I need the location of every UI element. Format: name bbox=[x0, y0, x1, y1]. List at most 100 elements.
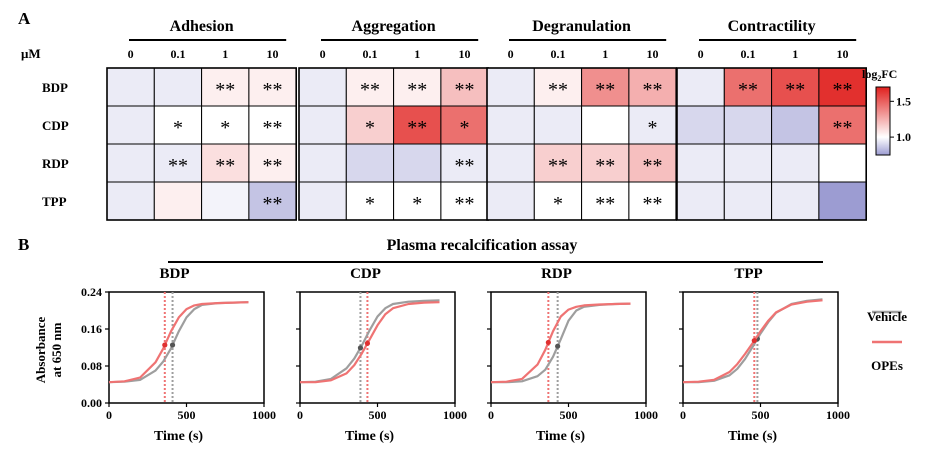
opes-curve bbox=[682, 299, 823, 384]
significance-mark: * bbox=[553, 193, 563, 215]
significance-mark: ** bbox=[833, 79, 853, 101]
line-panel: CDP 0 500 1000 Time (s) bbox=[296, 266, 467, 444]
concentration-label: 1 bbox=[792, 47, 798, 61]
y-tick-label: 0.16 bbox=[81, 322, 102, 336]
legend-vehicle-label: Vehicle bbox=[867, 309, 907, 324]
significance-mark: * bbox=[173, 117, 183, 139]
unit-label: μM bbox=[21, 46, 41, 61]
significance-mark: ** bbox=[455, 79, 475, 101]
significance-mark: ** bbox=[407, 117, 427, 139]
x-tick-label: 1000 bbox=[443, 408, 467, 422]
significance-mark: ** bbox=[360, 79, 380, 101]
opes-midpoint-dot bbox=[364, 340, 371, 346]
concentration-label: 0 bbox=[320, 47, 326, 61]
heatmap-cell bbox=[106, 181, 155, 221]
heatmap-cell bbox=[153, 181, 203, 221]
x-tick-label: 0 bbox=[680, 408, 686, 422]
x-tick-label: 1000 bbox=[826, 408, 850, 422]
heatmap-cell bbox=[153, 67, 203, 107]
heatmap-cell bbox=[486, 181, 535, 221]
colorbar: log2FC 1.5 1.0 bbox=[862, 67, 911, 156]
concentration-label: 0.1 bbox=[170, 47, 185, 61]
heatmap-cell bbox=[771, 181, 820, 221]
concentration-label: 0.1 bbox=[740, 47, 755, 61]
vehicle-midpoint-dot bbox=[169, 342, 176, 348]
group-title: Contractility bbox=[728, 18, 816, 35]
group-title: Degranulation bbox=[532, 18, 631, 35]
row-label: TPP bbox=[42, 194, 67, 209]
heatmap-cell bbox=[771, 143, 820, 183]
vehicle-curve bbox=[299, 299, 440, 384]
heatmap-cell bbox=[581, 143, 630, 183]
significance-mark: ** bbox=[643, 155, 663, 177]
significance-mark: ** bbox=[263, 117, 283, 139]
colorbar-title-sub: 2 bbox=[877, 74, 881, 83]
concentration-label: 0 bbox=[508, 47, 514, 61]
x-tick-label: 500 bbox=[560, 408, 578, 422]
concentration-label: 0 bbox=[698, 47, 704, 61]
significance-mark: ** bbox=[548, 79, 568, 101]
opes-midpoint-dot bbox=[545, 339, 551, 346]
x-tick-label: 0 bbox=[106, 408, 112, 422]
heatmap-cell bbox=[723, 181, 773, 221]
colorbar-tick-label: 1.0 bbox=[896, 130, 911, 144]
heatmap-cell bbox=[153, 143, 203, 183]
colorbar-bar bbox=[875, 86, 891, 156]
legend-opes-label: OPEs bbox=[871, 358, 903, 373]
significance-mark: ** bbox=[263, 193, 283, 215]
heatmap-cell bbox=[628, 181, 677, 221]
x-tick-label: 0 bbox=[488, 408, 494, 422]
significance-mark: * bbox=[648, 117, 658, 139]
heatmap-cell bbox=[106, 143, 155, 183]
significance-mark: ** bbox=[455, 155, 475, 177]
heatmap-cell bbox=[818, 105, 867, 145]
heatmap-cell bbox=[106, 105, 155, 145]
heatmap-cell bbox=[676, 105, 725, 145]
heatmap-cell bbox=[676, 143, 725, 183]
significance-mark: ** bbox=[455, 193, 475, 215]
heatmap-cell bbox=[345, 105, 395, 145]
heatmap-cell bbox=[298, 143, 347, 183]
legend: Vehicle OPEs bbox=[867, 309, 907, 373]
opes-curve bbox=[108, 301, 249, 384]
significance-mark: ** bbox=[833, 117, 853, 139]
plot-frame bbox=[682, 291, 839, 404]
opes-midpoint-dot bbox=[751, 337, 757, 344]
colorbar-title-tail: FC bbox=[881, 67, 897, 81]
x-axis-label: Time (s) bbox=[536, 429, 585, 444]
concentration-label: 1 bbox=[414, 47, 420, 61]
y-tick-label: 0.24 bbox=[81, 285, 102, 299]
x-tick-label: 500 bbox=[752, 408, 770, 422]
significance-mark: * bbox=[220, 117, 230, 139]
significance-mark: ** bbox=[168, 155, 188, 177]
significance-mark: ** bbox=[595, 79, 615, 101]
heatmap-cell bbox=[486, 105, 535, 145]
heatmap-cell bbox=[345, 143, 395, 183]
group-frame bbox=[676, 67, 867, 221]
significance-mark: ** bbox=[785, 79, 805, 101]
heatmap-cell bbox=[298, 67, 347, 107]
line-panel: RDP 0 500 1000 Time (s) bbox=[487, 266, 658, 444]
concentration-label: 0.1 bbox=[362, 47, 377, 61]
heatmap-cell bbox=[440, 67, 489, 107]
heatmap-cell bbox=[533, 105, 583, 145]
significance-mark: ** bbox=[595, 193, 615, 215]
significance-mark: ** bbox=[215, 79, 235, 101]
panel-b-label: B bbox=[18, 235, 29, 254]
concentration-label: 0 bbox=[128, 47, 134, 61]
y-axis-label: Absorbance at 650 nm bbox=[33, 317, 64, 384]
heatmap-cell bbox=[201, 181, 250, 221]
panel-name: TPP bbox=[734, 266, 762, 282]
concentration-label: 10 bbox=[647, 47, 659, 61]
concentration-label: 10 bbox=[267, 47, 279, 61]
x-tick-label: 0 bbox=[297, 408, 303, 422]
heatmap-cell bbox=[818, 143, 867, 183]
heatmap-cell bbox=[676, 181, 725, 221]
significance-mark: ** bbox=[643, 193, 663, 215]
x-axis-label: Time (s) bbox=[728, 429, 777, 444]
significance-mark: ** bbox=[407, 79, 427, 101]
plot-frame bbox=[299, 291, 456, 404]
row-label: BDP bbox=[42, 80, 68, 95]
heatmap-cell bbox=[298, 181, 347, 221]
